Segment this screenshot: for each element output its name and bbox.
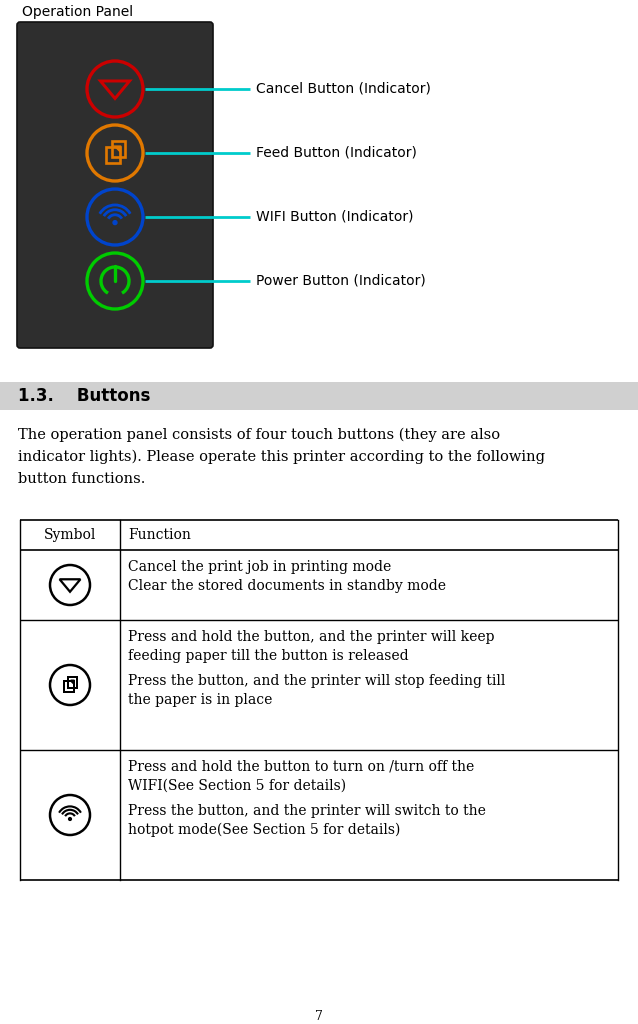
Text: Cancel Button (Indicator): Cancel Button (Indicator): [256, 82, 431, 96]
FancyBboxPatch shape: [17, 22, 213, 348]
Text: Cancel the print job in printing mode: Cancel the print job in printing mode: [128, 560, 391, 574]
Text: Press and hold the button to turn on /turn off the: Press and hold the button to turn on /tu…: [128, 760, 474, 774]
Text: Feed Button (Indicator): Feed Button (Indicator): [256, 146, 417, 160]
Text: Symbol: Symbol: [44, 528, 96, 542]
Text: indicator lights). Please operate this printer according to the following: indicator lights). Please operate this p…: [18, 450, 545, 465]
Text: button functions.: button functions.: [18, 472, 145, 486]
Text: Press the button, and the printer will stop feeding till: Press the button, and the printer will s…: [128, 674, 505, 688]
Text: 1.3.    Buttons: 1.3. Buttons: [18, 387, 151, 406]
Text: Press the button, and the printer will switch to the: Press the button, and the printer will s…: [128, 804, 486, 818]
Text: feeding paper till the button is released: feeding paper till the button is release…: [128, 649, 408, 663]
Text: Function: Function: [128, 528, 191, 542]
Text: hotpot mode(See Section 5 for details): hotpot mode(See Section 5 for details): [128, 823, 401, 838]
Text: 7: 7: [315, 1010, 323, 1023]
Text: WIFI Button (Indicator): WIFI Button (Indicator): [256, 210, 413, 224]
Text: Power Button (Indicator): Power Button (Indicator): [256, 274, 426, 288]
Text: the paper is in place: the paper is in place: [128, 693, 272, 707]
Bar: [64, 681, 73, 692]
Bar: [107, 146, 120, 163]
FancyBboxPatch shape: [0, 382, 638, 410]
Text: Clear the stored documents in standby mode: Clear the stored documents in standby mo…: [128, 579, 446, 593]
Circle shape: [69, 817, 71, 820]
Text: Press and hold the button, and the printer will keep: Press and hold the button, and the print…: [128, 630, 494, 644]
Circle shape: [113, 220, 117, 224]
Bar: [68, 677, 77, 688]
Text: Operation Panel: Operation Panel: [22, 5, 133, 19]
Bar: [112, 141, 125, 158]
Text: The operation panel consists of four touch buttons (they are also: The operation panel consists of four tou…: [18, 428, 500, 442]
Text: WIFI(See Section 5 for details): WIFI(See Section 5 for details): [128, 779, 346, 793]
